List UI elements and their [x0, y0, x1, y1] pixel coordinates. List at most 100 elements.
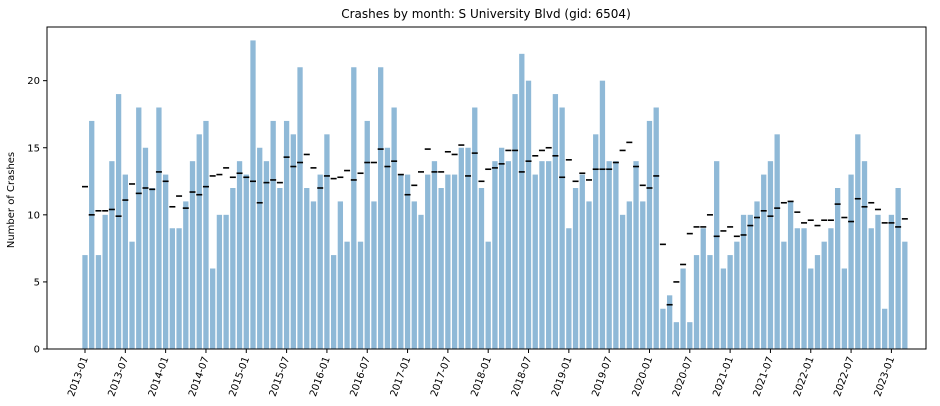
bar-2022-03	[821, 241, 827, 349]
bar-2016-11	[391, 107, 397, 349]
bar-2019-12	[640, 201, 646, 349]
bar-2015-04	[263, 161, 270, 349]
bar-2020-07	[687, 322, 693, 349]
bar-2021-03	[740, 214, 747, 349]
y-tick-label-10: 10	[27, 210, 40, 221]
bar-2015-05	[270, 120, 276, 349]
bar-2023-01	[888, 214, 895, 349]
bar-2016-07	[364, 120, 370, 349]
x-tick-label-2014-01: 2014-01	[147, 355, 172, 398]
bar-2022-06	[841, 268, 848, 349]
bar-2017-06	[438, 188, 444, 349]
bar-2022-11	[875, 214, 881, 349]
x-tick-label-2020-01: 2020-01	[631, 355, 656, 398]
x-tick-label-2023-01: 2023-01	[873, 355, 898, 398]
bar-2014-12	[236, 161, 243, 349]
bar-2017-02	[411, 201, 417, 349]
bar-2020-11	[714, 161, 720, 349]
bar-2016-12	[398, 174, 404, 349]
bar-2013-05	[109, 161, 115, 349]
bar-2022-07	[848, 174, 854, 349]
x-tick-label-2021-07: 2021-07	[752, 355, 777, 398]
y-tick-label-15: 15	[27, 143, 40, 154]
plot-frame	[46, 26, 927, 350]
bar-2018-06	[519, 53, 525, 349]
bar-2018-07	[525, 80, 532, 350]
y-tick-label-20: 20	[27, 76, 40, 87]
bar-2015-03	[257, 147, 263, 349]
bar-2021-05	[754, 201, 760, 349]
bar-2020-06	[680, 268, 686, 349]
y-tick-label-0: 0	[34, 345, 40, 356]
bar-2016-06	[357, 241, 364, 349]
bar-2015-08	[290, 134, 296, 349]
bar-2017-12	[478, 188, 485, 349]
x-tick-label-2022-07: 2022-07	[832, 355, 857, 398]
bar-2014-05	[189, 161, 196, 349]
bar-2022-12	[882, 308, 888, 349]
bar-2019-09	[619, 214, 626, 349]
bar-2021-10	[787, 201, 794, 349]
bar-2021-01	[727, 255, 733, 349]
bar-2013-08	[129, 241, 135, 349]
bar-2019-02	[572, 188, 579, 349]
bar-2016-01	[324, 134, 330, 349]
bar-2019-06	[599, 80, 606, 350]
bar-2022-09	[861, 161, 868, 349]
bar-2021-02	[734, 241, 740, 349]
bar-2019-03	[579, 174, 585, 349]
bar-2022-02	[814, 255, 821, 349]
bar-2021-06	[761, 174, 767, 349]
bar-2013-03	[95, 255, 102, 349]
bar-2017-08	[451, 174, 458, 349]
bar-2015-06	[277, 188, 283, 349]
bar-2022-04	[828, 228, 834, 349]
x-tick-label-2016-01: 2016-01	[308, 355, 333, 398]
bar-2017-10	[465, 147, 471, 349]
bar-2020-10	[707, 255, 713, 349]
bar-2013-07	[122, 174, 128, 349]
bar-2017-07	[445, 174, 451, 349]
x-tick-label-2018-01: 2018-01	[469, 355, 494, 398]
bar-2014-02	[169, 228, 176, 349]
bar-2015-09	[297, 67, 303, 349]
y-axis: 0 5 10 15 20	[27, 76, 47, 356]
bar-2020-03	[660, 308, 666, 349]
bar-2018-12	[559, 107, 565, 349]
bar-2019-01	[566, 228, 572, 349]
bar-2015-02	[250, 40, 256, 350]
bar-2022-08	[855, 134, 861, 349]
bar-2020-08	[693, 255, 700, 349]
bar-2020-09	[700, 228, 706, 349]
bar-2021-11	[794, 228, 800, 349]
bar-2020-02	[653, 107, 659, 349]
bar-2018-08	[532, 174, 538, 349]
x-tick-label-2022-01: 2022-01	[792, 355, 817, 398]
x-axis: 2013-01 2013-07 2014-01 2014-07 2015-01 2015-…	[66, 349, 897, 398]
bar-2014-03	[176, 228, 182, 349]
y-axis-label: Number of Crashes	[6, 152, 17, 248]
bar-2019-07	[606, 161, 612, 349]
bar-2020-04	[666, 295, 673, 349]
x-tick-label-2014-07: 2014-07	[187, 355, 212, 398]
x-tick-label-2013-07: 2013-07	[107, 355, 132, 398]
bar-2020-05	[673, 322, 680, 349]
bar-2016-02	[330, 255, 337, 349]
bar-2018-03	[498, 147, 505, 349]
bar-2014-10	[223, 214, 229, 349]
bar-2017-11	[472, 107, 478, 349]
bar-2016-03	[337, 201, 344, 349]
bar-2019-08	[613, 161, 619, 349]
bar-2014-04	[183, 201, 189, 349]
bar-2014-09	[216, 214, 223, 349]
bar-2016-04	[344, 241, 350, 349]
bar-2016-09	[378, 67, 384, 349]
bar-2019-04	[586, 201, 592, 349]
markers-layer	[82, 141, 908, 306]
bar-2018-11	[552, 94, 559, 349]
bar-2021-07	[767, 161, 774, 349]
x-tick-label-2016-07: 2016-07	[348, 355, 373, 398]
bar-2017-05	[431, 161, 438, 349]
bar-2019-05	[593, 134, 599, 349]
